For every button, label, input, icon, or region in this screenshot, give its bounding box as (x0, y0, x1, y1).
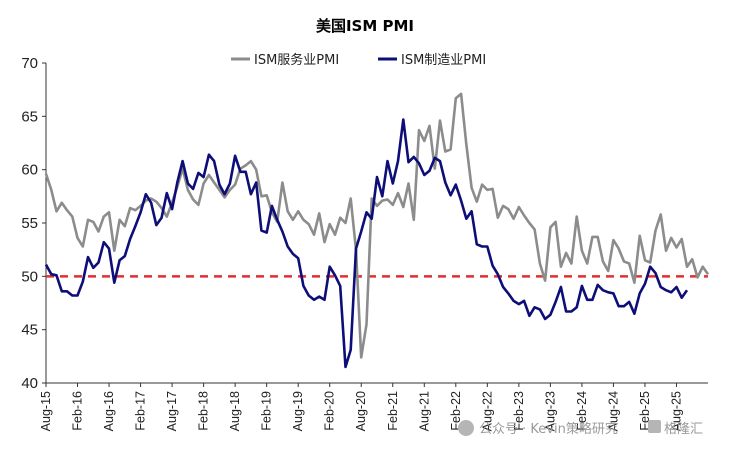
watermark-logo-text: 格隆汇 (664, 421, 703, 437)
x-tick-label: Feb-20 (323, 391, 337, 431)
watermark-text: 公众号 · Kevin策略研究 (479, 421, 618, 437)
x-tick-label: Aug-24 (606, 391, 620, 431)
x-tick-label: Feb-19 (260, 391, 274, 431)
y-tick-label: 55 (21, 215, 38, 232)
y-tick-label: 60 (21, 162, 38, 179)
manufacturing-pmi-line (44, 118, 689, 369)
y-tick-label: 70 (21, 55, 38, 72)
x-tick-label: Aug-23 (543, 391, 557, 431)
x-tick-label: Aug-15 (39, 391, 53, 431)
legend-label-manufacturing: ISM制造业PMI (401, 53, 486, 68)
x-tick-label: Aug-18 (228, 391, 242, 431)
x-tick-label: Aug-16 (102, 391, 116, 431)
x-tick-label: Aug-19 (291, 391, 305, 431)
legend: ISM服务业PMI ISM制造业PMI (231, 52, 486, 68)
x-tick-label: Feb-18 (197, 391, 211, 431)
x-tick-label: Feb-17 (134, 391, 148, 431)
series-group (44, 92, 710, 369)
x-tick-label: Feb-21 (386, 391, 400, 431)
x-tick-label: Aug-22 (480, 391, 494, 431)
chart-title: 美国ISM PMI (316, 17, 414, 35)
x-axis: Aug-15 Feb-16 Aug-16 Feb-17 Aug-17 Feb-18 Aug-… (39, 382, 708, 431)
x-tick-label: Feb-22 (449, 391, 463, 431)
y-axis: 40 45 50 55 60 65 70 (21, 55, 47, 392)
wechat-icon (458, 420, 474, 436)
y-tick-label: 65 (21, 108, 38, 125)
legend-label-services: ISM服务业PMI (254, 52, 339, 68)
x-tick-label: Feb-16 (71, 391, 85, 431)
y-tick-label: 45 (21, 322, 38, 339)
x-tick-label: Aug-20 (354, 391, 368, 431)
x-tick-label: Aug-21 (417, 391, 431, 431)
services-pmi-line (44, 92, 710, 359)
x-tick-label: Feb-25 (638, 391, 652, 431)
x-tick-label: Feb-24 (575, 391, 589, 431)
x-tick-label: Feb-23 (512, 391, 526, 431)
y-tick-label: 40 (21, 375, 38, 392)
x-tick-label: Aug-17 (165, 391, 179, 431)
watermark-logo-icon (648, 420, 661, 433)
watermark: 公众号 · Kevin策略研究 格隆汇 (458, 420, 703, 437)
x-tick-label: Aug-25 (669, 391, 683, 431)
y-tick-label: 50 (21, 268, 38, 285)
